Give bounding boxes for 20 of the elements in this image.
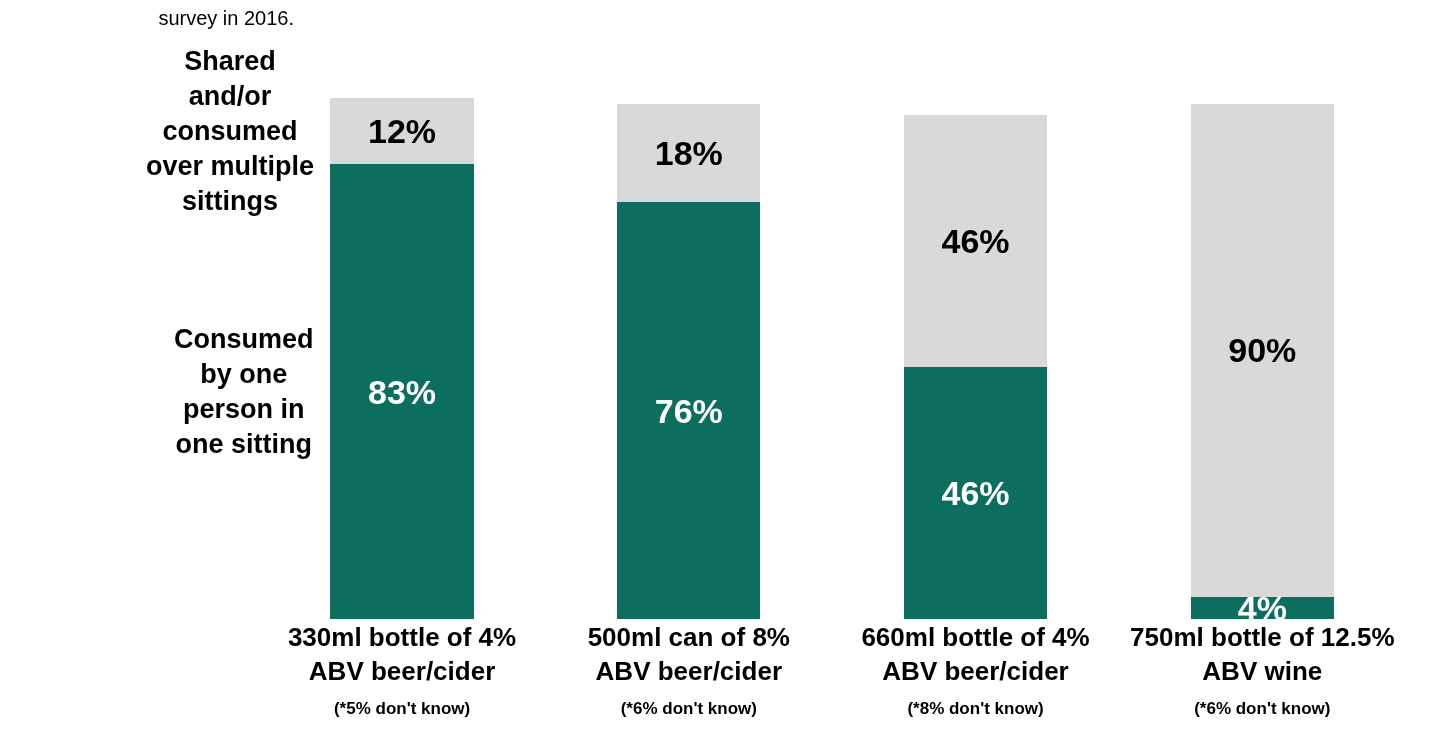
bar <box>903 366 1048 619</box>
x-tick-label: 660ml bottle of 4% ABV beer/cider (*8% don't know) <box>861 622 1090 718</box>
bar <box>330 164 474 619</box>
bar <box>1190 103 1334 598</box>
bar <box>903 114 1048 367</box>
data-label: 90% <box>1228 331 1297 370</box>
data-label: 12% <box>368 112 437 151</box>
x-tick-label: 500ml can of 8% ABV beer/cider (*6% don't know) <box>587 622 790 718</box>
data-label: 83% <box>368 372 437 411</box>
bar <box>330 98 474 165</box>
chart-title: survey in 2016. <box>158 7 295 30</box>
bar <box>617 103 761 203</box>
bar <box>617 202 761 619</box>
data-label: 76% <box>654 391 723 430</box>
data-label: 46% <box>941 473 1010 512</box>
data-label: 46% <box>941 221 1010 260</box>
x-tick-label: 330ml bottle of 4% ABV beer/cider (*5% don't know) <box>287 622 517 718</box>
series-label: Consumed by one person in one sitting <box>174 324 314 460</box>
series-label: Shared and/or consumed over multiple sittings <box>146 46 315 217</box>
data-label: 18% <box>654 134 723 173</box>
